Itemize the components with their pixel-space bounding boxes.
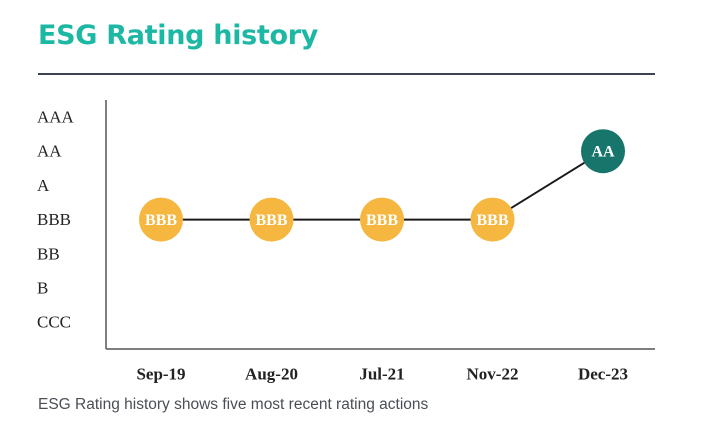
- y-tick-label-a: A: [37, 176, 50, 195]
- rating-point: BBB: [470, 197, 515, 242]
- x-tick-label-dec-23: Dec-23: [578, 365, 628, 384]
- chart-title: ESG Rating history: [38, 20, 319, 51]
- rating-point-label: BBB: [145, 212, 177, 229]
- rating-point: BBB: [360, 197, 404, 242]
- chart-caption: ESG Rating history shows five most recen…: [38, 396, 429, 413]
- rating-point: BBB: [249, 197, 294, 242]
- rating-point-label: BBB: [255, 212, 287, 229]
- past-rating-marker: [139, 197, 183, 242]
- x-tick-labels: Sep-19 Aug-20 Jul-21 Nov-22 Dec-23: [136, 365, 628, 384]
- y-tick-label-bb: BB: [37, 244, 60, 263]
- past-rating-marker: [470, 197, 515, 242]
- x-tick-label-sep-19: Sep-19: [136, 365, 185, 384]
- rating-point-label: AA: [591, 144, 615, 161]
- title-divider: [38, 73, 655, 75]
- past-rating-marker: [249, 197, 294, 242]
- y-tick-label-b: B: [37, 279, 48, 298]
- x-tick-label-jul-21: Jul-21: [359, 365, 404, 384]
- rating-point: BBB: [139, 197, 183, 242]
- past-rating-marker: [360, 197, 404, 242]
- y-tick-label-aa: AA: [37, 142, 62, 161]
- current-rating-marker: [581, 129, 625, 174]
- rating-points: BBB BBB BBB BBB AA: [139, 129, 625, 242]
- y-tick-label-aaa: AAA: [37, 108, 75, 127]
- rating-point-label: BBB: [476, 212, 508, 229]
- x-tick-label-aug-20: Aug-20: [245, 365, 298, 384]
- rating-point: AA: [581, 129, 625, 174]
- rating-point-label: BBB: [366, 212, 398, 229]
- y-tick-label-bbb: BBB: [37, 210, 71, 229]
- x-tick-label-nov-22: Nov-22: [467, 365, 519, 384]
- y-tick-label-ccc: CCC: [37, 313, 71, 332]
